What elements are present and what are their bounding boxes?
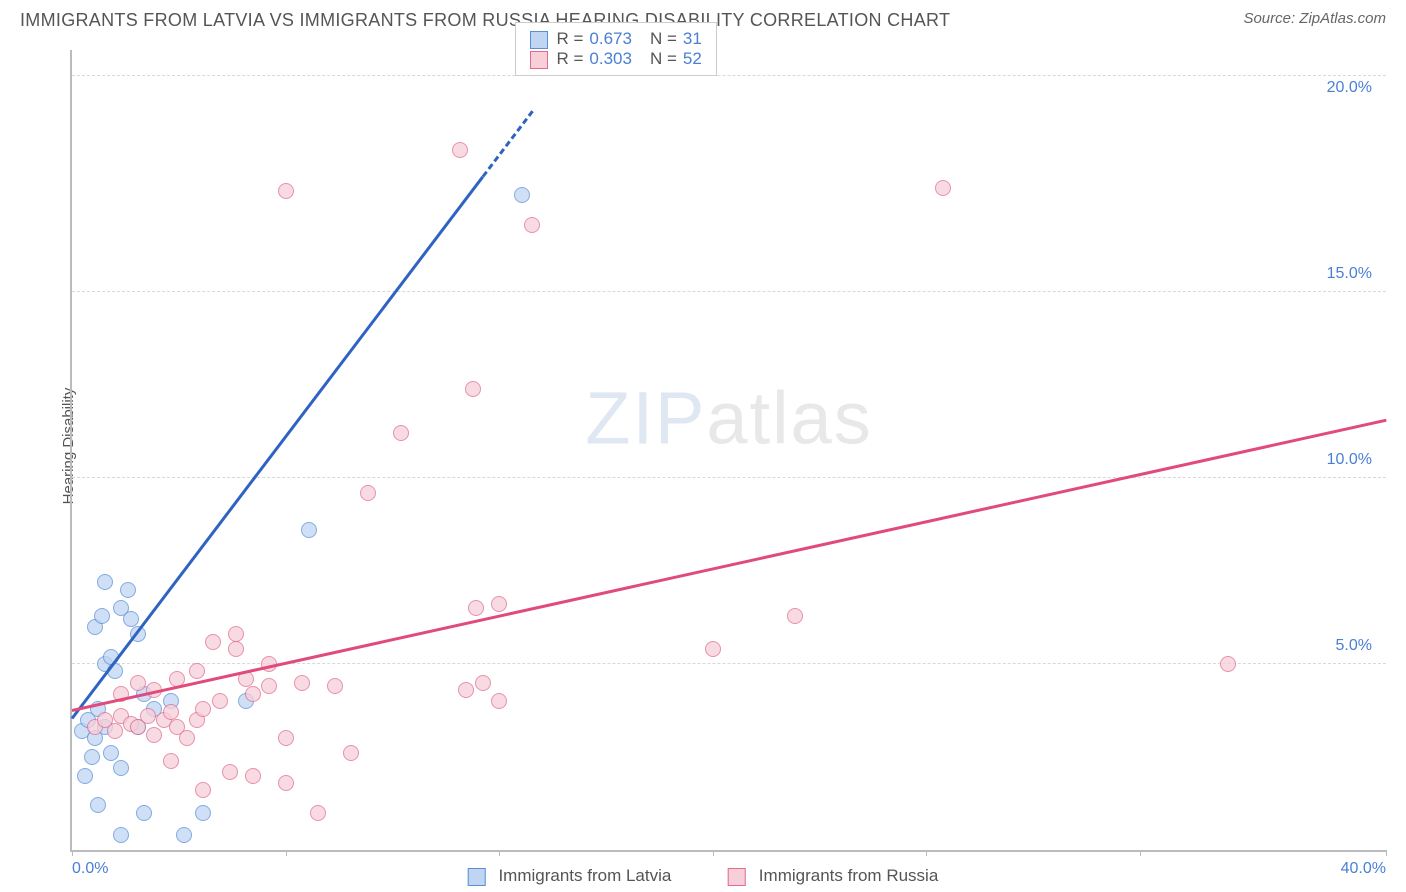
data-point-latvia	[94, 608, 110, 624]
data-point-russia	[310, 805, 326, 821]
data-point-russia	[146, 727, 162, 743]
data-point-latvia	[90, 797, 106, 813]
data-point-russia	[468, 600, 484, 616]
watermark: ZIPatlas	[585, 376, 872, 461]
data-point-russia	[452, 142, 468, 158]
data-point-russia	[475, 675, 491, 691]
data-point-latvia	[84, 749, 100, 765]
x-tick	[926, 850, 927, 856]
data-point-latvia	[77, 768, 93, 784]
x-tick	[499, 850, 500, 856]
data-point-russia	[1220, 656, 1236, 672]
x-tick	[72, 850, 73, 856]
data-point-russia	[245, 768, 261, 784]
data-point-latvia	[113, 827, 129, 843]
legend-swatch-russia	[728, 868, 746, 886]
data-point-russia	[343, 745, 359, 761]
gridline-h	[72, 477, 1386, 478]
r-value: 0.673	[589, 29, 632, 48]
y-tick-label: 10.0%	[1327, 451, 1372, 469]
data-point-latvia	[120, 582, 136, 598]
x-tick-label: 0.0%	[72, 860, 108, 878]
legend-swatch-latvia	[468, 868, 486, 886]
stats-row-latvia: R =0.673N =31	[530, 29, 701, 49]
data-point-russia	[787, 608, 803, 624]
data-point-russia	[278, 775, 294, 791]
data-point-russia	[278, 730, 294, 746]
data-point-russia	[222, 764, 238, 780]
chart-title: IMMIGRANTS FROM LATVIA VS IMMIGRANTS FRO…	[20, 10, 950, 31]
trend-line	[71, 176, 484, 719]
stats-swatch	[530, 51, 548, 69]
data-point-russia	[524, 217, 540, 233]
data-point-russia	[245, 686, 261, 702]
watermark-thin: atlas	[706, 377, 872, 460]
legend-item-russia: Immigrants from Russia	[728, 866, 938, 885]
data-point-russia	[212, 693, 228, 709]
legend-item-latvia: Immigrants from Latvia	[468, 866, 676, 885]
legend-label-latvia: Immigrants from Latvia	[498, 866, 671, 885]
data-point-russia	[107, 723, 123, 739]
x-tick-label: 40.0%	[1341, 860, 1386, 878]
data-point-russia	[458, 682, 474, 698]
y-tick-label: 15.0%	[1327, 265, 1372, 283]
data-point-russia	[130, 675, 146, 691]
r-value: 0.303	[589, 49, 632, 68]
data-point-russia	[360, 485, 376, 501]
data-point-russia	[294, 675, 310, 691]
trend-line	[72, 419, 1387, 712]
data-point-latvia	[514, 187, 530, 203]
data-point-latvia	[195, 805, 211, 821]
data-point-latvia	[123, 611, 139, 627]
data-point-russia	[163, 753, 179, 769]
gridline-h	[72, 291, 1386, 292]
watermark-bold: ZIP	[585, 377, 706, 460]
n-value: 52	[683, 49, 702, 68]
data-point-latvia	[301, 522, 317, 538]
data-point-russia	[195, 782, 211, 798]
data-point-russia	[491, 693, 507, 709]
data-point-russia	[327, 678, 343, 694]
data-point-russia	[393, 425, 409, 441]
data-point-latvia	[176, 827, 192, 843]
gridline-h	[72, 75, 1386, 76]
data-point-russia	[179, 730, 195, 746]
stats-swatch	[530, 31, 548, 49]
legend: Immigrants from Latvia Immigrants from R…	[442, 866, 965, 886]
trend-line	[481, 111, 533, 178]
y-tick-label: 20.0%	[1327, 79, 1372, 97]
source-label: Source: ZipAtlas.com	[1243, 10, 1386, 27]
correlation-stats-box: R =0.673N =31R =0.303N =52	[515, 22, 716, 76]
data-point-russia	[465, 381, 481, 397]
y-tick-label: 5.0%	[1336, 637, 1372, 655]
x-tick	[1386, 850, 1387, 856]
data-point-latvia	[103, 745, 119, 761]
data-point-latvia	[136, 805, 152, 821]
data-point-latvia	[113, 760, 129, 776]
data-point-russia	[228, 626, 244, 642]
x-tick	[286, 850, 287, 856]
data-point-russia	[189, 663, 205, 679]
data-point-russia	[705, 641, 721, 657]
stats-row-russia: R =0.303N =52	[530, 49, 701, 69]
data-point-russia	[261, 678, 277, 694]
scatter-plot: ZIPatlas 5.0%10.0%15.0%20.0%0.0%40.0%R =…	[70, 50, 1386, 852]
data-point-russia	[278, 183, 294, 199]
data-point-russia	[163, 704, 179, 720]
data-point-latvia	[97, 574, 113, 590]
legend-label-russia: Immigrants from Russia	[759, 866, 938, 885]
data-point-russia	[228, 641, 244, 657]
data-point-russia	[491, 596, 507, 612]
x-tick	[1140, 850, 1141, 856]
n-value: 31	[683, 29, 702, 48]
x-tick	[713, 850, 714, 856]
data-point-russia	[935, 180, 951, 196]
data-point-russia	[195, 701, 211, 717]
data-point-russia	[140, 708, 156, 724]
data-point-russia	[205, 634, 221, 650]
